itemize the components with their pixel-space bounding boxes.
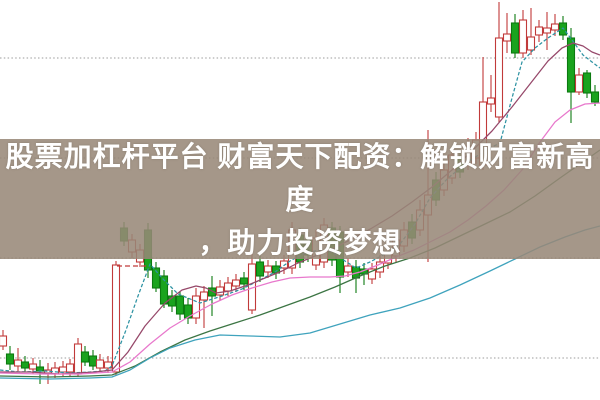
- ma-fast-teal: [0, 27, 600, 374]
- candle: [73, 338, 83, 377]
- candle: [486, 75, 496, 112]
- candle-body: [0, 335, 8, 347]
- candle: [526, 8, 536, 55]
- candle-body: [590, 91, 600, 103]
- candle: [510, 14, 520, 58]
- candle: [518, 10, 528, 58]
- candle-body: [191, 295, 201, 319]
- candle-body: [367, 268, 377, 280]
- candle-body: [183, 304, 193, 319]
- candle: [0, 330, 8, 350]
- candle-body: [28, 363, 38, 370]
- candle: [191, 288, 201, 324]
- candle: [80, 346, 90, 366]
- candle-body: [151, 267, 161, 289]
- candle-body: [175, 295, 185, 315]
- candle-body: [534, 26, 544, 36]
- candle-body: [502, 33, 512, 42]
- candle: [343, 258, 353, 277]
- candle-body: [58, 366, 68, 373]
- candle-body: [231, 279, 241, 287]
- candle-body: [20, 361, 30, 369]
- headline-text: 股票加杠杆平台 财富天下配资：解锁财富新高度 ，助力投资梦想: [0, 135, 600, 264]
- candle-body: [103, 361, 113, 369]
- candle: [255, 256, 265, 282]
- candle-body: [279, 260, 289, 269]
- candle-body: [239, 277, 249, 285]
- headline-overlay-band: 股票加杠杆平台 财富天下配资：解锁财富新高度 ，助力投资梦想: [0, 139, 600, 259]
- candle: [207, 276, 217, 316]
- candle-body: [526, 36, 536, 51]
- candle: [582, 70, 592, 98]
- candle: [263, 260, 273, 278]
- candle-body: [111, 264, 121, 373]
- candle-body: [223, 282, 233, 292]
- candle-body: [95, 359, 105, 369]
- candle-body: [65, 363, 75, 373]
- candle: [502, 13, 512, 53]
- candle: [111, 261, 121, 376]
- candle: [550, 14, 560, 36]
- candle: [215, 280, 225, 301]
- candle: [5, 346, 15, 370]
- candle-body: [215, 286, 225, 296]
- candle: [239, 272, 249, 290]
- candle-body: [263, 265, 273, 273]
- headline-line2: ，助力投资梦想: [198, 226, 402, 258]
- candle-body: [486, 97, 496, 105]
- candle-body: [207, 287, 217, 297]
- candle-body: [494, 37, 504, 118]
- candle: [494, 2, 504, 122]
- candle-body: [518, 19, 528, 54]
- candle: [95, 354, 105, 372]
- candle-body: [88, 355, 98, 367]
- candle-body: [582, 72, 592, 94]
- candle: [534, 20, 544, 42]
- candle-body: [566, 37, 576, 93]
- candle: [175, 291, 185, 320]
- candle: [199, 286, 209, 328]
- headline-line1: 股票加杠杆平台 财富天下配资：解锁财富新高度: [5, 140, 595, 215]
- candle-body: [255, 261, 265, 277]
- candle: [574, 68, 584, 95]
- candle-body: [13, 359, 23, 367]
- candle-body: [73, 343, 83, 375]
- candle: [367, 263, 377, 284]
- candle-body: [5, 353, 15, 365]
- candle-body: [80, 351, 90, 363]
- candle: [151, 262, 161, 292]
- candle: [183, 298, 193, 324]
- candle-body: [510, 22, 520, 54]
- candle-body: [35, 366, 45, 372]
- candle: [590, 85, 600, 106]
- candle: [542, 12, 552, 50]
- candle-body: [550, 23, 560, 31]
- candle-body: [574, 74, 584, 93]
- candle-body: [343, 265, 353, 273]
- candle-body: [542, 27, 552, 34]
- candle: [20, 356, 30, 372]
- candle-body: [199, 291, 209, 301]
